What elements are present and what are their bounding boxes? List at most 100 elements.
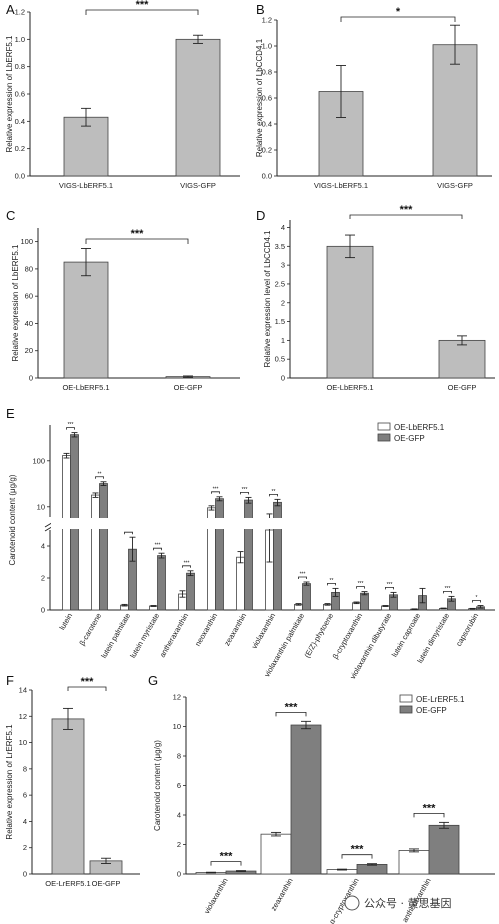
y-tick-label-c: 40	[25, 319, 33, 328]
legend-label-g: OE-GFP	[416, 706, 447, 715]
y-tick-label-a: 0.8	[15, 62, 25, 71]
x-category-label-e: lutein palmitate	[99, 612, 132, 660]
significance-label-g: ***	[285, 701, 299, 713]
y-tick-label-f: 4	[23, 817, 27, 826]
significance-label-e: **	[98, 471, 102, 477]
significance-bracket-g	[341, 854, 373, 859]
significance-bracket-e	[385, 587, 394, 590]
y-tick-label-g: 4	[177, 811, 181, 820]
y-tick-label-c: 100	[20, 237, 33, 246]
significance-label-b: *	[396, 6, 401, 18]
significance-label-e: ***	[155, 543, 161, 549]
y-tick-label-f: 0	[23, 870, 27, 879]
significance-bracket-e	[269, 493, 278, 497]
significance-bracket-e	[356, 586, 365, 589]
panel-letter-e: E	[6, 406, 15, 421]
significance-bracket-b	[340, 16, 456, 22]
significance-label-e: ***	[242, 487, 248, 493]
y-tick-label-f: 8	[23, 764, 27, 773]
bar-e	[360, 592, 369, 611]
y-tick-label-d: 3.5	[275, 242, 285, 251]
significance-label-e: ***	[387, 582, 393, 588]
significance-label-d: ***	[400, 204, 414, 216]
significance-label-e: ***	[68, 422, 74, 428]
watermark: 公众号 · 黄思基因	[344, 895, 452, 911]
significance-bracket-e	[443, 591, 452, 594]
bar-b	[432, 44, 478, 177]
y-tick-label-e: 4	[41, 542, 45, 551]
y-axis-label-b: Relative expression of LbCCD4.1	[255, 38, 264, 157]
x-category-label-g: violaxanthin	[202, 877, 230, 916]
wechat-icon	[344, 895, 360, 911]
x-category-label-e: violaxanthin	[250, 612, 278, 651]
y-tick-label-d: 0	[281, 374, 285, 383]
significance-label-e: **	[330, 578, 334, 584]
significance-label-f: ***	[81, 676, 95, 688]
x-category-label-e: capsorubin	[454, 612, 480, 648]
y-tick-label-f: 6	[23, 791, 27, 800]
y-tick-label-e: 10	[37, 502, 45, 511]
y-tick-label-d: 3	[281, 261, 285, 270]
y-tick-label-d: 1	[281, 336, 285, 345]
significance-bracket-e	[240, 492, 249, 495]
axis-break-band-e	[51, 518, 496, 529]
y-tick-label-c: 20	[25, 346, 33, 355]
y-tick-label-d: 1.5	[275, 317, 285, 326]
y-tick-label-f: 2	[23, 843, 27, 852]
panel-letter-c: C	[6, 208, 15, 223]
bar-g	[398, 850, 430, 875]
y-tick-label-d: 4	[281, 223, 285, 232]
y-tick-label-b: 0.6	[262, 94, 272, 103]
y-tick-label-b: 0.8	[262, 68, 272, 77]
significance-label-e: **	[127, 527, 131, 533]
legend-label-g: OE-LrERF5.1	[416, 695, 465, 704]
legend-swatch-g	[399, 705, 413, 714]
significance-bracket-e	[124, 531, 133, 535]
bar-e	[157, 555, 166, 611]
bar-g	[428, 824, 460, 875]
x-category-label-d: OE-LbERF5.1	[326, 383, 373, 392]
x-category-label-c: OE-GFP	[174, 383, 203, 392]
x-category-label-b: VIGS-LbERF5.1	[314, 181, 368, 190]
y-tick-label-a: 1.0	[15, 35, 25, 44]
x-category-label-e: neoxanthin	[193, 612, 219, 648]
significance-bracket-f	[67, 686, 107, 691]
bar-e	[236, 556, 245, 611]
y-axis-label-g: Carotenoid content (μg/g)	[153, 740, 162, 831]
y-tick-label-a: 0.2	[15, 144, 25, 153]
legend-label-e: OE-GFP	[394, 434, 425, 443]
x-category-label-d: OE-GFP	[448, 383, 477, 392]
significance-bracket-e	[327, 583, 336, 586]
panel-letter-f: F	[6, 673, 14, 688]
legend-swatch-e	[377, 422, 391, 431]
significance-label-e: *	[476, 595, 478, 601]
significance-bracket-e	[66, 427, 75, 430]
significance-label-g: ***	[351, 844, 365, 856]
y-tick-label-g: 6	[177, 781, 181, 790]
bar-g	[356, 864, 388, 875]
y-tick-label-a: 0.6	[15, 90, 25, 99]
y-axis-label-f: Relative expression of LrERF5.1	[5, 724, 14, 840]
significance-label-g: ***	[220, 851, 234, 863]
y-axis-label-d: Relative expression level of LbCCD4.1	[263, 230, 272, 368]
y-tick-label-g: 0	[177, 870, 181, 879]
legend-label-e: OE-LbERF5.1	[394, 423, 445, 432]
x-category-label-e: lutein myristate	[128, 612, 161, 660]
significance-label-e: ***	[445, 586, 451, 592]
x-category-label-f: OE-LrERF5.1	[45, 879, 90, 888]
y-tick-label-b: 1.0	[262, 42, 272, 51]
bar-e	[186, 572, 195, 611]
bar-g	[290, 724, 322, 875]
significance-bracket-e	[153, 547, 162, 551]
x-category-label-f: OE-GFP	[92, 879, 121, 888]
significance-label-e: ***	[213, 486, 219, 492]
y-tick-label-c: 0	[29, 374, 33, 383]
bar-e	[244, 499, 253, 611]
y-tick-label-b: 0.4	[262, 120, 272, 129]
significance-bracket-e	[298, 576, 307, 579]
x-category-label-e: zeaxanthin	[222, 612, 248, 648]
legend-swatch-g	[399, 694, 413, 703]
bar-a	[175, 38, 221, 177]
y-tick-label-g: 12	[173, 693, 181, 702]
bar-c	[63, 261, 109, 379]
